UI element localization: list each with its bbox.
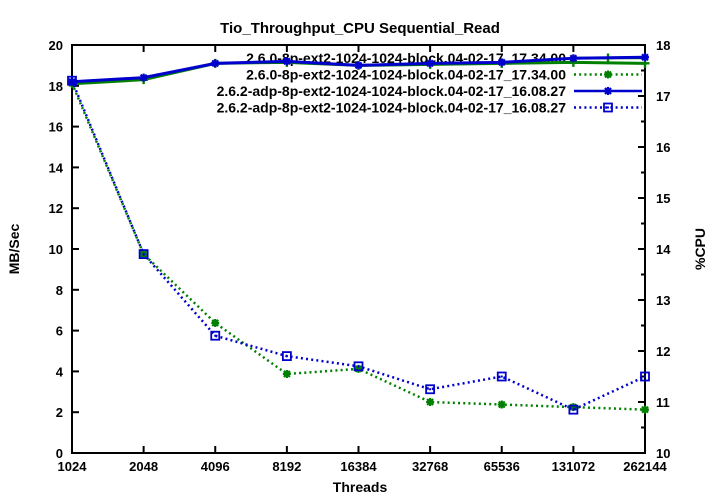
asterisk-marker xyxy=(641,53,649,62)
legend-entry-label: 2.6.2-adp-8p-ext2-1024-1024-block.04-02-… xyxy=(217,100,567,116)
open-square-marker xyxy=(353,361,364,372)
y-left-tick-label: 4 xyxy=(56,364,64,379)
series-line xyxy=(70,80,646,412)
asterisk-marker xyxy=(282,369,291,378)
open-square-marker xyxy=(210,330,221,341)
x-tick-label: 262144 xyxy=(623,459,667,474)
open-square-marker-dot xyxy=(142,253,145,256)
asterisk-marker xyxy=(497,400,506,409)
y-left-tick-label: 16 xyxy=(49,120,63,135)
open-square-marker-dot xyxy=(285,355,288,358)
y-left-tick-label: 10 xyxy=(49,242,63,257)
x-tick-label: 131072 xyxy=(552,459,595,474)
asterisk-marker xyxy=(354,61,363,70)
open-square-marker xyxy=(281,351,292,362)
y-left-tick-label: 14 xyxy=(49,160,64,175)
open-square-marker-dot xyxy=(214,334,217,337)
open-square-marker-dot xyxy=(644,375,646,378)
y-left-tick-label: 20 xyxy=(49,38,63,53)
x-tick-label: 8192 xyxy=(272,459,301,474)
x-axis-label: Threads xyxy=(333,479,388,495)
y-right-tick-label: 11 xyxy=(656,395,670,410)
open-square-marker xyxy=(603,102,613,113)
y-right-tick-label: 18 xyxy=(656,38,670,53)
y-left-tick-label: 12 xyxy=(49,201,63,216)
y-right-tick-label: 15 xyxy=(656,191,670,206)
y-right-tick-label: 13 xyxy=(656,293,670,308)
open-square-marker xyxy=(640,371,650,382)
x-tick-label: 2048 xyxy=(129,459,158,474)
asterisk-marker xyxy=(569,403,578,412)
x-tick-label: 1024 xyxy=(58,459,88,474)
asterisk-marker xyxy=(604,87,612,95)
open-square-marker-dot xyxy=(357,365,360,368)
y-left-tick-label: 2 xyxy=(56,405,63,420)
asterisk-marker xyxy=(282,57,291,66)
y-left-tick-label: 0 xyxy=(56,446,63,461)
open-square-marker-dot xyxy=(71,79,73,82)
x-tick-label: 65536 xyxy=(484,459,520,474)
y-right-tick-label: 12 xyxy=(656,344,670,359)
asterisk-marker xyxy=(641,405,649,414)
chart-title: Tio_Throughput_CPU Sequential_Read xyxy=(220,20,500,37)
y-right-tick-label: 17 xyxy=(656,89,670,104)
open-square-marker-dot xyxy=(429,388,432,391)
legend-entry-label: 2.6.0-8p-ext2-1024-1024-block.04-02-17_1… xyxy=(246,67,566,83)
y-left-tick-label: 18 xyxy=(49,79,63,94)
open-square-marker-dot xyxy=(500,375,503,378)
asterisk-marker xyxy=(497,58,506,67)
x-tick-label: 16384 xyxy=(340,459,377,474)
open-square-marker xyxy=(425,384,436,395)
series-line xyxy=(70,82,646,411)
y-right-tick-label: 10 xyxy=(656,446,670,461)
open-square-marker-dot xyxy=(607,106,609,109)
y-left-tick-label: 8 xyxy=(56,283,63,298)
x-tick-label: 4096 xyxy=(201,459,230,474)
asterisk-marker xyxy=(604,70,612,79)
legend-entry-label: 2.6.2-adp-8p-ext2-1024-1024-block.04-02-… xyxy=(217,83,567,99)
asterisk-marker xyxy=(569,54,578,63)
x-tick-label: 32768 xyxy=(412,459,448,474)
y-left-tick-label: 6 xyxy=(56,324,63,339)
open-square-marker xyxy=(138,249,149,260)
asterisk-marker xyxy=(211,59,220,68)
asterisk-marker xyxy=(139,73,148,82)
y-right-tick-label: 16 xyxy=(656,140,670,155)
open-square-marker-dot xyxy=(572,408,575,411)
y-axis-label-left: MB/Sec xyxy=(6,224,22,275)
asterisk-marker xyxy=(211,318,220,327)
asterisk-marker xyxy=(354,364,363,373)
asterisk-marker xyxy=(426,59,435,68)
open-square-marker xyxy=(67,75,77,86)
open-square-marker xyxy=(568,404,579,415)
plot-area: 1024 2048 4096 8192 16384 32768 65536 131072 262… xyxy=(49,38,672,474)
y-right-tick-label: 14 xyxy=(656,242,671,257)
y-axis-label-right: %CPU xyxy=(692,228,708,270)
asterisk-marker xyxy=(426,398,435,406)
open-square-marker xyxy=(496,371,507,382)
